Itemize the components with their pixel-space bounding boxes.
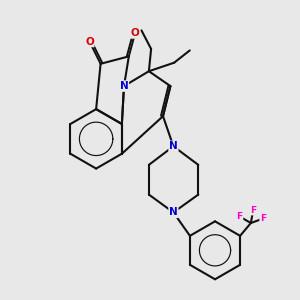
Text: N: N (120, 81, 128, 91)
Text: N: N (169, 141, 178, 151)
Text: F: F (260, 214, 266, 223)
Text: O: O (131, 28, 140, 38)
Text: N: N (169, 207, 178, 218)
Text: O: O (85, 37, 94, 46)
Text: F: F (236, 212, 243, 221)
Text: F: F (250, 206, 256, 215)
